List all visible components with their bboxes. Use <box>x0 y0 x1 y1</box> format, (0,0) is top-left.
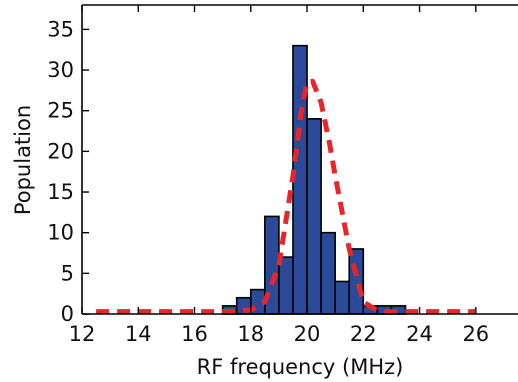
y-tick-label: 5 <box>61 261 74 285</box>
x-tick-label: 20 <box>294 322 321 346</box>
histogram-bar <box>348 248 365 315</box>
y-axis-ticks: 0 5 10 15 20 25 30 35 <box>47 17 89 326</box>
x-axis-label: RF frequency (MHz) <box>197 355 404 379</box>
y-tick-label: 30 <box>47 58 74 82</box>
x-axis-ticks: 12 14 16 18 20 22 24 26 <box>69 5 489 346</box>
x-tick-label: 12 <box>69 322 96 346</box>
histogram-bar <box>292 44 308 315</box>
y-tick-label: 20 <box>47 139 74 163</box>
x-tick-label: 26 <box>462 322 489 346</box>
plot-frame <box>81 4 518 315</box>
x-tick-label: 18 <box>237 322 264 346</box>
fit-curve <box>96 78 476 315</box>
x-tick-label: 16 <box>181 322 208 346</box>
histogram-bar <box>334 280 351 315</box>
y-axis-label: Population <box>11 105 35 215</box>
y-tick-label: 0 <box>61 302 74 326</box>
y-tick-label: 15 <box>47 180 74 204</box>
y-tick-label: 35 <box>47 17 74 41</box>
y-tick-label: 25 <box>47 99 74 123</box>
histogram-bar <box>306 118 322 315</box>
fit-curve-group <box>96 78 476 315</box>
y-tick-label: 10 <box>47 221 74 245</box>
x-tick-label: 24 <box>406 322 433 346</box>
histogram-bar <box>320 231 336 315</box>
x-tick-label: 22 <box>350 322 377 346</box>
x-tick-label: 14 <box>125 322 152 346</box>
